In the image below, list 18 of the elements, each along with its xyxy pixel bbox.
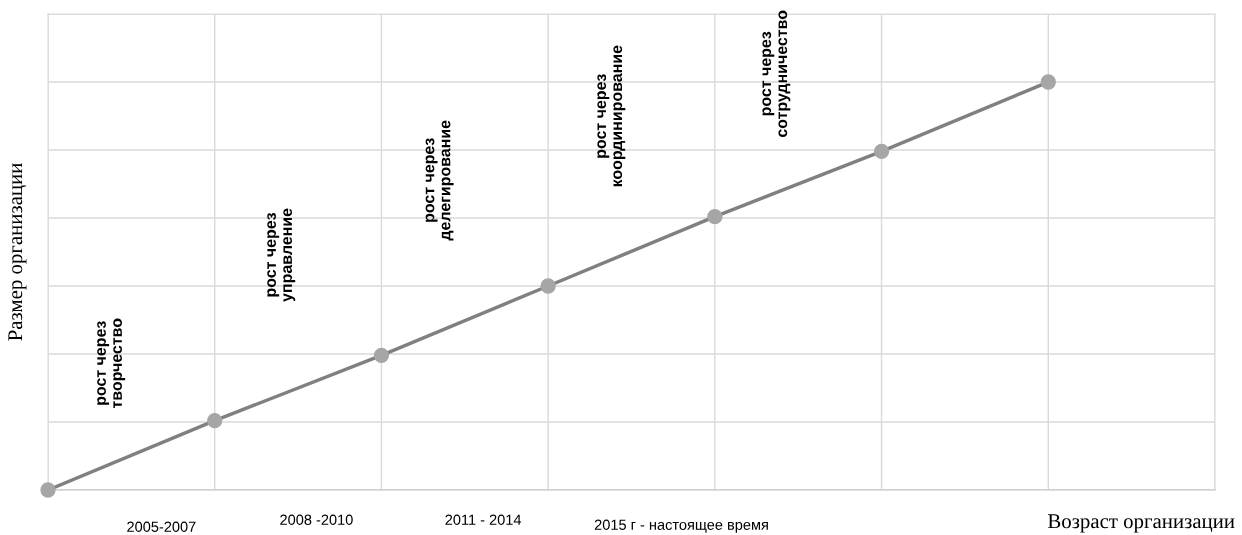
point [1040,74,1056,90]
text: 2011 - 2014 [445,514,522,525]
annotation: рост через управление [267,208,296,302]
point [373,347,390,363]
y-axis-title: Размер организации [8,163,27,341]
x-axis-title: Возраст организации [1047,514,1235,533]
text: 2008 -2010 [280,514,353,525]
annotation: рост через сотрудничество [762,10,791,138]
point [207,413,223,429]
point [873,143,890,159]
annotation: рост через координирование [597,45,626,187]
text: 2005-2007 [127,521,196,532]
point [540,278,556,294]
annotation: рост через делегирование [425,120,454,241]
point [707,209,723,225]
annotation: рост через творчество [97,318,126,409]
text: 2015 г - настоящее время [594,519,768,533]
point [40,482,56,498]
